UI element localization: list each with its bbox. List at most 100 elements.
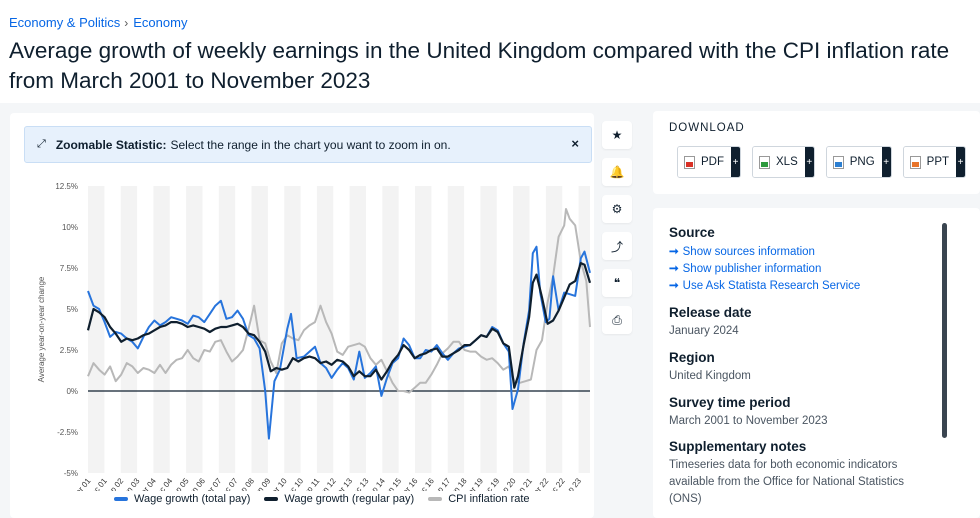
ask-statista-label: Use Ask Statista Research Service — [682, 280, 861, 292]
y-tick-label: 2.5% — [60, 346, 78, 355]
zoom-banner-text: Select the range in the chart you want t… — [170, 137, 451, 152]
grid-band — [513, 186, 530, 473]
y-tick-label: 5% — [66, 305, 78, 314]
grid-band — [218, 186, 236, 473]
show-publisher-label: Show publisher information — [682, 263, 822, 275]
x-tick-label: Mar 01 — [70, 476, 93, 491]
legend-swatch — [264, 497, 279, 501]
supplementary-notes-value: Timeseries data for both economic indica… — [669, 459, 905, 505]
y-tick-label: 0% — [66, 387, 78, 396]
grid-band — [382, 186, 399, 473]
legend-swatch — [114, 497, 128, 501]
grid-band — [186, 186, 203, 473]
chart-toolbar: ★ 🔔 ⚙ ⤴ ❝ ⎙ — [602, 121, 632, 343]
grid-band — [153, 186, 170, 473]
ask-statista-link[interactable]: ➞ Use Ask Statista Research Service — [669, 278, 860, 292]
grid-band — [251, 186, 268, 473]
y-tick-label: -2.5% — [57, 428, 78, 437]
grid-band — [480, 186, 497, 473]
grid-band — [88, 186, 105, 473]
download-xls-label: XLS — [776, 156, 798, 168]
grid-band — [120, 186, 138, 473]
chart-legend: Wage growth (total pay) Wage growth (regu… — [114, 493, 530, 505]
show-sources-label: Show sources information — [682, 246, 815, 258]
grid-band — [316, 186, 334, 473]
pdf-file-icon — [684, 155, 695, 169]
legend-label: CPI inflation rate — [448, 493, 530, 505]
share-icon: ⤴ — [610, 239, 623, 254]
png-file-icon — [832, 155, 844, 169]
y-axis-label: Average year-on-year change — [37, 276, 46, 382]
png-plus-icon[interactable]: + — [881, 147, 891, 177]
legend-item[interactable]: CPI inflation rate — [428, 493, 530, 505]
download-buttons: PDF + XLS + PNG + PPT + — [677, 146, 967, 178]
ppt-file-icon — [909, 155, 921, 169]
line-chart[interactable]: -5% -2.5% 0% 2.5% 5% 7.5% 10% 12.5% Average year… — [10, 173, 594, 491]
region-heading: Region — [669, 350, 715, 365]
grid-band — [447, 186, 465, 473]
bell-icon: 🔔 — [609, 165, 625, 179]
info-scrollbar[interactable] — [942, 223, 947, 438]
zoom-banner-label: Zoomable Statistic: — [55, 137, 167, 152]
release-date-value: January 2024 — [669, 325, 739, 337]
star-button[interactable]: ★ — [602, 121, 632, 149]
pdf-plus-icon[interactable]: + — [731, 147, 740, 177]
breadcrumb-separator: › — [124, 16, 129, 30]
grid-band — [415, 186, 432, 473]
gear-icon: ⚙ — [611, 202, 623, 216]
arrow-right-icon: ➞ — [669, 246, 679, 258]
ppt-plus-icon[interactable]: + — [956, 147, 966, 177]
download-xls-button[interactable]: XLS + — [752, 146, 815, 178]
y-tick-label: 12.5% — [55, 182, 78, 191]
survey-period-heading: Survey time period — [669, 395, 791, 410]
legend-swatch — [428, 497, 443, 501]
supplementary-notes-heading: Supplementary notes — [669, 439, 807, 454]
survey-period-value: March 2001 to November 2023 — [669, 415, 828, 427]
grid-band — [545, 186, 563, 473]
download-title: DOWNLOAD — [669, 122, 745, 134]
star-icon: ★ — [611, 128, 623, 142]
show-sources-link[interactable]: ➞ Show sources information — [669, 244, 815, 258]
chart-card: ⤢ Zoomable Statistic: Select the range i… — [10, 113, 594, 518]
region-value: United Kingdom — [669, 370, 751, 382]
xls-plus-icon[interactable]: + — [804, 147, 814, 177]
legend-item[interactable]: Wage growth (total pay) — [114, 493, 250, 505]
legend-label: Wage growth (total pay) — [134, 493, 251, 505]
arrow-right-icon: ➞ — [669, 280, 679, 292]
source-heading: Source — [669, 225, 715, 240]
release-date-heading: Release date — [669, 305, 752, 320]
xls-file-icon — [759, 155, 770, 169]
show-publisher-link[interactable]: ➞ Show publisher information — [669, 261, 821, 275]
download-pdf-button[interactable]: PDF + — [677, 146, 741, 178]
info-card: Source ➞ Show sources information ➞ Show p… — [653, 208, 980, 518]
gear-button[interactable]: ⚙ — [602, 195, 632, 223]
quote-button[interactable]: ❝ — [602, 269, 632, 297]
zoom-banner: ⤢ Zoomable Statistic: Select the range i… — [24, 126, 592, 163]
series-line-wage-growth-total-pay — [87, 245, 591, 440]
download-pdf-label: PDF — [701, 156, 724, 168]
breadcrumb-economy[interactable]: Economy — [133, 15, 188, 30]
grid-band — [349, 186, 366, 473]
grid-band — [578, 186, 590, 473]
download-png-label: PNG — [849, 156, 875, 168]
quote-icon: ❝ — [613, 276, 621, 290]
y-tick-label: 10% — [62, 223, 78, 232]
close-icon[interactable]: × — [571, 136, 579, 151]
arrow-right-icon: ➞ — [669, 263, 679, 275]
breadcrumb: Economy & Politics › Economy — [9, 15, 187, 30]
download-card: DOWNLOAD PDF + XLS + PNG + PPT + — [653, 111, 980, 194]
breadcrumb-economy-politics[interactable]: Economy & Politics — [9, 15, 121, 30]
series-line-wage-growth-regular-pay — [86, 262, 592, 389]
legend-label: Wage growth (regular pay) — [284, 493, 415, 505]
bell-button[interactable]: 🔔 — [602, 158, 632, 186]
y-tick-label: 7.5% — [60, 264, 78, 273]
download-png-button[interactable]: PNG + — [825, 146, 892, 178]
download-ppt-button[interactable]: PPT + — [902, 146, 967, 178]
download-ppt-label: PPT — [926, 156, 950, 168]
page-title: Average growth of weekly earnings in the… — [9, 38, 950, 93]
print-button[interactable]: ⎙ — [602, 306, 632, 334]
print-icon: ⎙ — [612, 312, 622, 327]
legend-item[interactable]: Wage growth (regular pay) — [264, 493, 414, 505]
expand-icon: ⤢ — [37, 138, 46, 150]
share-button[interactable]: ⤴ — [602, 232, 632, 260]
